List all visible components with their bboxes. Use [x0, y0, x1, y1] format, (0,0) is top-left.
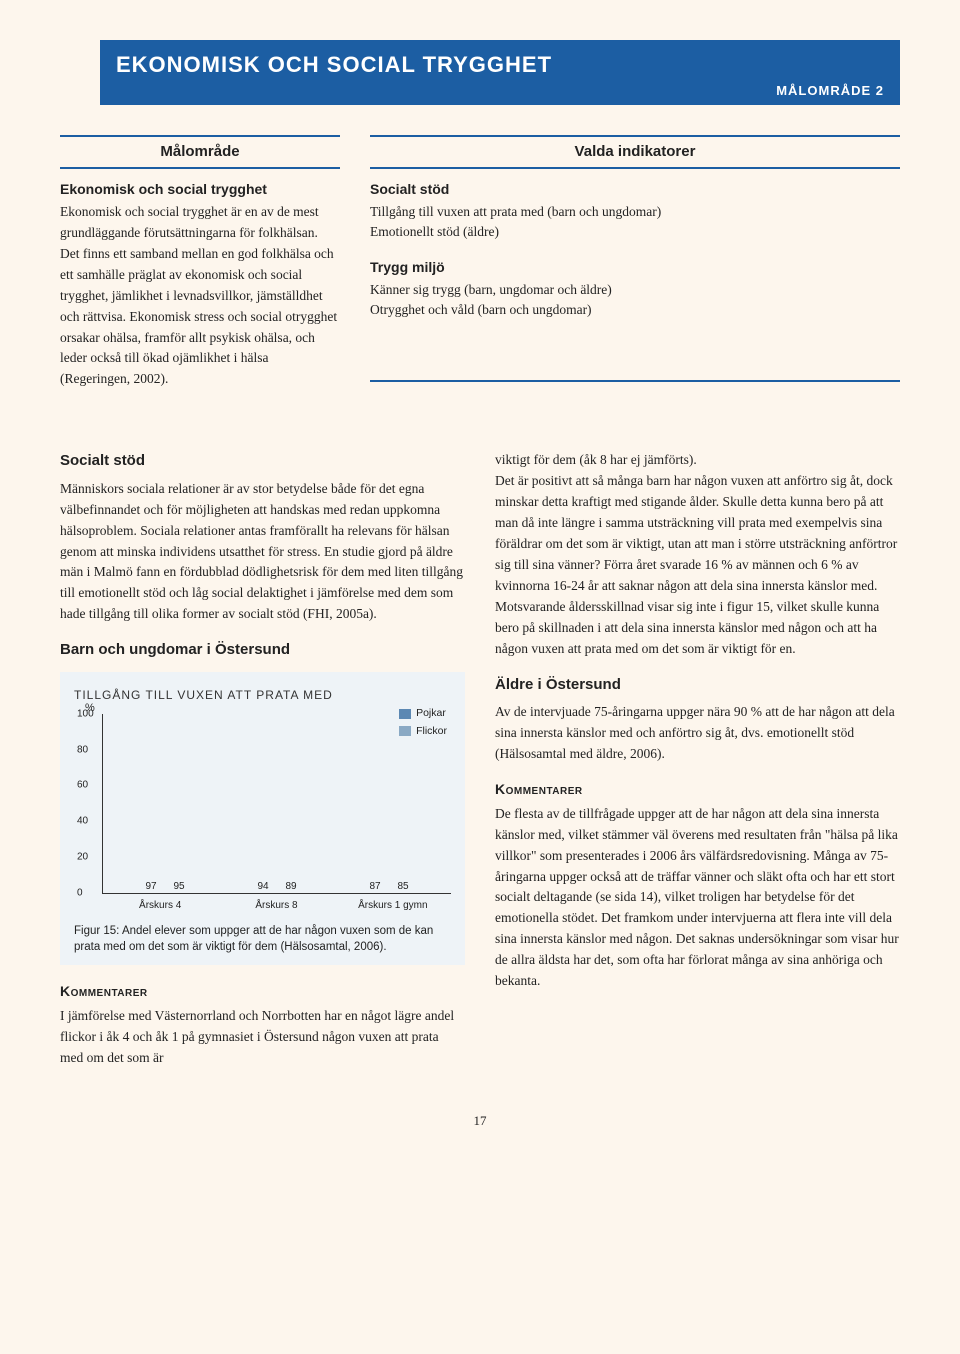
intro-row: Målområde Ekonomisk och social trygghet …	[60, 135, 900, 391]
intro-body: Ekonomisk och social trygghet är en av d…	[60, 202, 340, 390]
bar-value-label: 94	[250, 879, 276, 894]
chart-area: % 020406080100PojkarFlickor979594898785	[102, 714, 451, 894]
bar-value-label: 85	[390, 879, 416, 894]
header-subtitle: MÅLOMRÅDE 2	[116, 81, 884, 101]
chart-y-tick: 100	[77, 706, 94, 721]
left-column: Socialt stöd Människors sociala relation…	[60, 450, 465, 1080]
legend-row: Flickor	[399, 724, 447, 740]
indicator-group: Socialt stödTillgång till vuxen att prat…	[370, 179, 900, 243]
indicator-item: Tillgång till vuxen att prata med (barn …	[370, 202, 900, 222]
socialt-stod-heading: Socialt stöd	[60, 450, 465, 473]
legend-swatch	[399, 709, 411, 719]
header-title: EKONOMISK OCH SOCIAL TRYGGHET	[116, 48, 884, 81]
intro-left-col: Målområde Ekonomisk och social trygghet …	[60, 135, 340, 391]
bar-value-label: 97	[138, 879, 164, 894]
right-p1: viktigt för dem (åk 8 har ej jämförts). …	[495, 450, 900, 659]
kommentarer-heading-right: Kommentarer	[495, 779, 900, 800]
chart-y-tick: 0	[77, 885, 83, 900]
bar-value-label: 89	[278, 879, 304, 894]
chart-x-label: Årskurs 8	[218, 898, 334, 913]
kommentarer-body-right: De flesta av de tillfrågade uppger att d…	[495, 804, 900, 992]
barn-ungdomar-heading: Barn och ungdomar i Östersund	[60, 639, 465, 662]
intro-right-rule	[370, 380, 900, 382]
chart-x-labels: Årskurs 4Årskurs 8Årskurs 1 gymn	[102, 898, 451, 913]
page-number: 17	[60, 1111, 900, 1131]
bar-value-label: 95	[166, 879, 192, 894]
kommentarer-heading-left: Kommentarer	[60, 981, 465, 1002]
chart-y-tick: 20	[77, 849, 88, 864]
chart-x-label: Årskurs 1 gymn	[335, 898, 451, 913]
chart-caption: Figur 15: Andel elever som uppger att de…	[74, 923, 451, 955]
chart-legend: Pojkar Flickor	[399, 706, 447, 742]
socialt-stod-body: Människors sociala relationer är av stor…	[60, 479, 465, 625]
legend-swatch	[399, 726, 411, 736]
intro-subheading: Ekonomisk och social trygghet	[60, 179, 340, 200]
bar-value-label: 87	[362, 879, 388, 894]
chart-y-tick: 80	[77, 742, 88, 757]
right-column: viktigt för dem (åk 8 har ej jämförts). …	[495, 450, 900, 1080]
main-columns: Socialt stöd Människors sociala relation…	[60, 450, 900, 1080]
legend-row: Pojkar	[399, 706, 447, 722]
legend-label: Pojkar	[416, 706, 446, 722]
malomrade-heading: Målområde	[60, 135, 340, 170]
chart-title: TILLGÅNG TILL VUXEN ATT PRATA MED	[74, 686, 451, 704]
chart-x-label: Årskurs 4	[102, 898, 218, 913]
legend-label: Flickor	[416, 724, 447, 740]
aldre-heading: Äldre i Östersund	[495, 674, 900, 697]
chart-y-tick: 40	[77, 814, 88, 829]
chart-y-tick: 60	[77, 778, 88, 793]
kommentarer-body-left: I jämförelse med Västernorrland och Norr…	[60, 1006, 465, 1069]
indicator-item: Emotionellt stöd (äldre)	[370, 222, 900, 242]
indicator-group-title: Socialt stöd	[370, 179, 900, 200]
indicator-item: Otrygghet och våld (barn och ungdomar)	[370, 300, 900, 320]
header-bar: EKONOMISK OCH SOCIAL TRYGGHET MÅLOMRÅDE …	[100, 40, 900, 105]
chart-box: TILLGÅNG TILL VUXEN ATT PRATA MED % 0204…	[60, 672, 465, 965]
indicator-group-title: Trygg miljö	[370, 257, 900, 278]
indicator-item: Känner sig trygg (barn, ungdomar och äld…	[370, 280, 900, 300]
intro-right-col: Valda indikatorer Socialt stödTillgång t…	[370, 135, 900, 391]
indikatorer-heading: Valda indikatorer	[370, 135, 900, 170]
aldre-body: Av de intervjuade 75-åringarna uppger nä…	[495, 702, 900, 765]
indicator-group: Trygg miljöKänner sig trygg (barn, ungdo…	[370, 257, 900, 321]
